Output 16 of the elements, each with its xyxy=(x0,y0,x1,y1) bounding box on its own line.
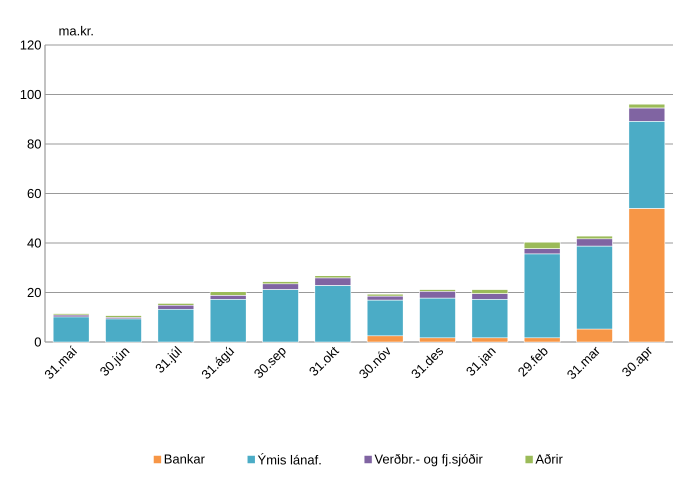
legend-label: Ýmis lánaf. xyxy=(258,453,321,465)
bar xyxy=(52,316,90,342)
legend-label: Bankar xyxy=(164,454,205,464)
y-axis-title: ma.kr. xyxy=(59,26,93,36)
y-tick-label: 80 xyxy=(28,139,41,149)
y-tick-label: 100 xyxy=(20,90,41,100)
y-tick-label: 0 xyxy=(34,337,41,347)
y-tick-label: 40 xyxy=(27,238,41,248)
y-tick-label: 20 xyxy=(28,288,41,298)
bar xyxy=(158,309,194,342)
bar xyxy=(105,318,142,342)
bar xyxy=(210,299,246,342)
y-tick-label: 120 xyxy=(20,40,41,50)
legend-label: Aðrir xyxy=(535,454,563,464)
y-tick-label: 60 xyxy=(28,188,41,198)
legend-label: Verðbr.- og fj.sjóðir xyxy=(374,454,483,466)
